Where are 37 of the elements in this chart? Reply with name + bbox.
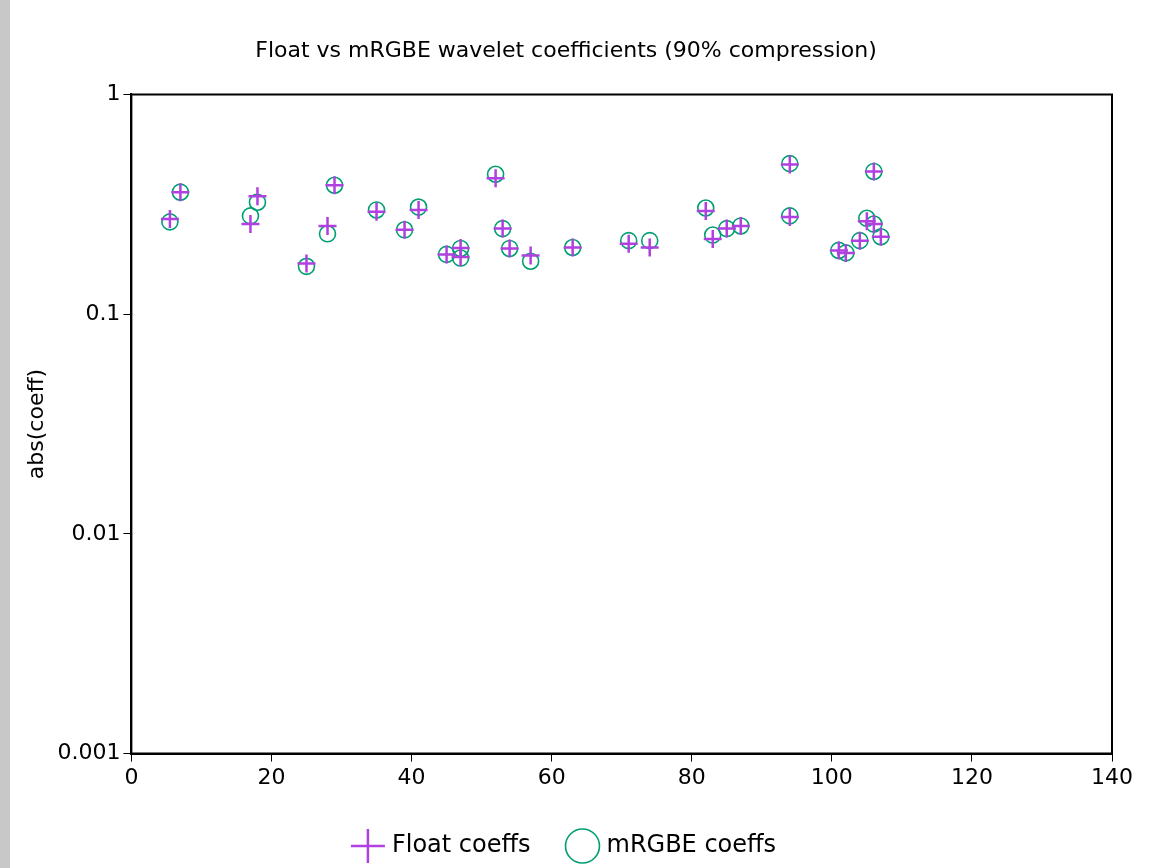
legend-label: mRGBE coeffs bbox=[606, 830, 777, 859]
point bbox=[161, 213, 179, 231]
point bbox=[240, 213, 261, 235]
point bbox=[695, 200, 716, 222]
point bbox=[241, 207, 260, 225]
legend-label: Float coeffs bbox=[391, 830, 531, 859]
y-tick-label: 0.001 bbox=[57, 739, 121, 765]
point bbox=[618, 233, 639, 255]
y-axis-title: abs(coeff) bbox=[22, 368, 48, 480]
point bbox=[520, 245, 541, 266]
point bbox=[248, 193, 267, 212]
x-tick-label: 40 bbox=[397, 763, 426, 789]
point bbox=[619, 231, 638, 250]
x-tick-label: 140 bbox=[1091, 763, 1133, 789]
point bbox=[702, 228, 723, 250]
chart-title: Float vs mRGBE wavelet coefficients (90% compression) bbox=[255, 36, 877, 62]
x-tick-label: 80 bbox=[677, 763, 706, 789]
point bbox=[485, 168, 506, 189]
point bbox=[318, 225, 337, 243]
point bbox=[696, 199, 715, 217]
x-tick-label: 20 bbox=[257, 763, 286, 789]
y-tick-label: 0.01 bbox=[71, 519, 121, 545]
point bbox=[159, 208, 181, 230]
point bbox=[317, 215, 338, 237]
x-tick-label: 0 bbox=[124, 763, 139, 789]
point bbox=[521, 252, 540, 271]
point bbox=[486, 165, 505, 184]
point bbox=[639, 237, 660, 258]
y-tick-label: 1 bbox=[106, 80, 121, 106]
point bbox=[408, 199, 429, 221]
x-tick-label: 60 bbox=[537, 763, 566, 789]
y-tick-label: 0.1 bbox=[85, 299, 121, 325]
x-tick-label: 100 bbox=[810, 763, 853, 789]
point bbox=[703, 226, 722, 244]
point bbox=[409, 198, 428, 216]
x-tick-label: 120 bbox=[950, 763, 993, 789]
point bbox=[247, 185, 268, 207]
